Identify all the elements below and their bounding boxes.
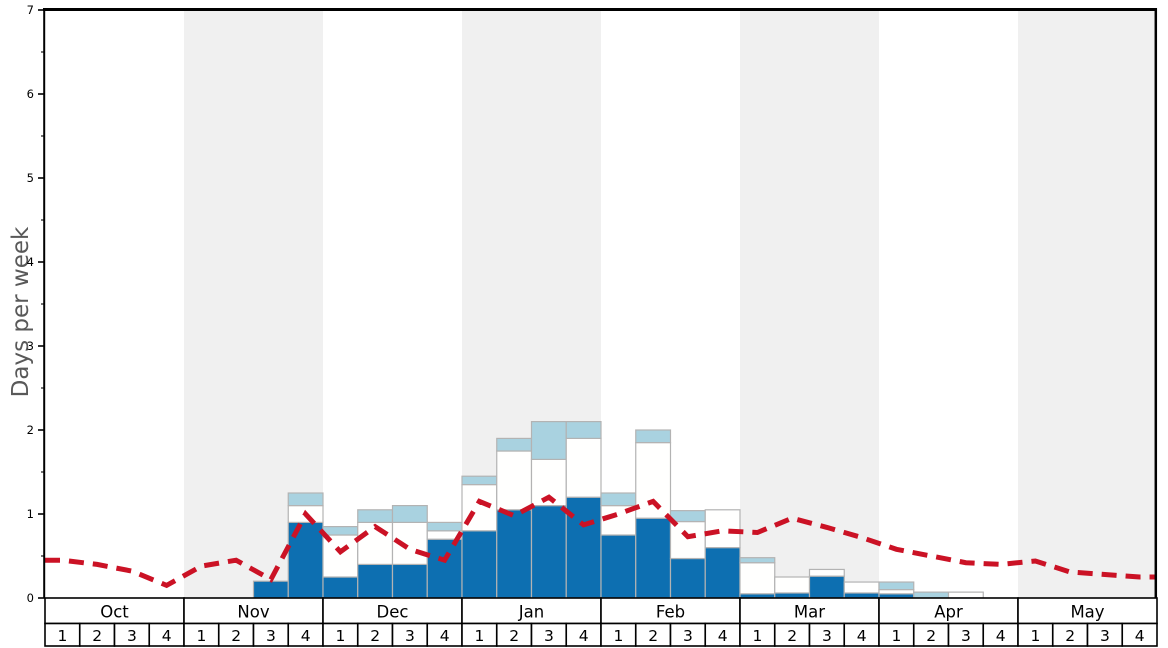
- week-number-label: 1: [474, 627, 484, 645]
- bar-segment-light-blue-days: [739, 557, 776, 564]
- month-label-jan: Jan: [518, 602, 544, 621]
- week-number-label: 2: [509, 627, 519, 645]
- bar-segment-white-days: [565, 437, 602, 498]
- week-number-label: 3: [1100, 627, 1110, 645]
- week-number-label: 3: [127, 627, 137, 645]
- week-number-label: 1: [891, 627, 901, 645]
- bar-segment-white-days: [739, 562, 776, 595]
- bar-segment-dark-blue-days: [530, 505, 567, 599]
- month-label-dec: Dec: [377, 602, 409, 621]
- week-number-label: 4: [301, 627, 311, 645]
- y-tick-label: 3: [27, 339, 34, 353]
- week-number-label: 2: [648, 627, 658, 645]
- week-number-label: 4: [162, 627, 172, 645]
- week-number-label: 1: [613, 627, 623, 645]
- week-number-label: 4: [1135, 627, 1145, 645]
- week-number-label: 4: [718, 627, 728, 645]
- week-number-label: 2: [370, 627, 380, 645]
- week-number-label: 4: [440, 627, 450, 645]
- bar-segment-dark-blue-days: [600, 534, 637, 599]
- bar-segment-white-days: [635, 442, 672, 519]
- bar-segment-light-blue-days: [496, 437, 533, 452]
- week-number-label: 2: [92, 627, 102, 645]
- bar-segment-light-blue-days: [913, 591, 950, 599]
- week-number-label: 2: [1065, 627, 1075, 645]
- week-number-label: 3: [544, 627, 554, 645]
- bar-segment-light-blue-days: [878, 581, 915, 591]
- bar-segment-light-blue-days: [322, 525, 359, 536]
- bar-segment-light-blue-days: [287, 492, 324, 507]
- week-number-label: 4: [996, 627, 1006, 645]
- bar-segment-white-days: [843, 581, 880, 594]
- week-number-label: 4: [579, 627, 589, 645]
- bar-segment-dark-blue-days: [461, 530, 498, 599]
- bar-segment-light-blue-days: [669, 510, 706, 523]
- bar-segment-light-blue-days: [461, 475, 498, 486]
- y-tick-label: 6: [27, 87, 34, 101]
- week-cell: [1121, 622, 1158, 647]
- bar-segment-dark-blue-days: [426, 538, 463, 599]
- week-number-label: 2: [787, 627, 797, 645]
- bar-segment-dark-blue-days: [635, 517, 672, 599]
- week-number-label: 3: [405, 627, 415, 645]
- week-number-label: 3: [961, 627, 971, 645]
- bar-segment-dark-blue-days: [357, 563, 394, 599]
- bar-segment-white-days: [774, 576, 811, 594]
- month-label-nov: Nov: [237, 602, 269, 621]
- y-tick-label: 1: [27, 507, 34, 521]
- bar-segment-white-days: [808, 568, 845, 577]
- bar-segment-white-days: [496, 450, 533, 511]
- bar-segment-dark-blue-days: [322, 576, 359, 599]
- red-dashed-trend-line: [45, 494, 1157, 589]
- bar-segment-light-blue-days: [635, 429, 672, 444]
- y-tick-label: 2: [27, 423, 34, 437]
- week-number-label: 2: [926, 627, 936, 645]
- month-cell: [322, 597, 463, 625]
- bar-segment-light-blue-days: [565, 421, 602, 440]
- week-number-label: 1: [196, 627, 206, 645]
- week-number-label: 3: [822, 627, 832, 645]
- month-label-apr: Apr: [934, 602, 963, 621]
- week-number-label: 1: [752, 627, 762, 645]
- bar-segment-white-days: [878, 588, 915, 595]
- week-number-label: 2: [231, 627, 241, 645]
- month-band-mar: [740, 10, 879, 598]
- bar-segment-light-blue-days: [530, 421, 567, 461]
- bar-segment-light-blue-days: [600, 492, 637, 507]
- month-label-oct: Oct: [100, 602, 129, 621]
- week-number-label: 1: [335, 627, 345, 645]
- month-cell: [1017, 597, 1158, 625]
- week-number-label: 3: [683, 627, 693, 645]
- bar-segment-dark-blue-days: [808, 575, 845, 599]
- month-cell: [183, 597, 324, 625]
- month-label-may: May: [1070, 602, 1104, 621]
- bar-segment-white-days: [947, 591, 984, 599]
- bar-segment-dark-blue-days: [496, 509, 533, 599]
- month-label-feb: Feb: [656, 602, 685, 621]
- bar-segment-dark-blue-days: [704, 546, 741, 599]
- week-number-label: 1: [1030, 627, 1040, 645]
- bar-segment-light-blue-days: [391, 505, 428, 524]
- week-number-label: 3: [266, 627, 276, 645]
- month-label-mar: Mar: [794, 602, 825, 621]
- bar-segment-light-blue-days: [357, 509, 394, 523]
- y-tick-label: 4: [27, 255, 34, 269]
- bar-segment-dark-blue-days: [391, 563, 428, 599]
- month-band-may: [1018, 10, 1157, 598]
- bar-segment-white-days: [704, 509, 741, 549]
- y-tick-label: 7: [27, 3, 34, 17]
- y-tick-label: 0: [27, 591, 34, 605]
- bar-segment-dark-blue-days: [669, 557, 706, 599]
- week-number-label: 1: [57, 627, 67, 645]
- bar-segment-dark-blue-days: [252, 580, 289, 599]
- bar-segment-white-days: [669, 520, 706, 560]
- y-tick-label: 5: [27, 171, 34, 185]
- week-number-label: 4: [857, 627, 867, 645]
- bar-segment-light-blue-days: [426, 521, 463, 532]
